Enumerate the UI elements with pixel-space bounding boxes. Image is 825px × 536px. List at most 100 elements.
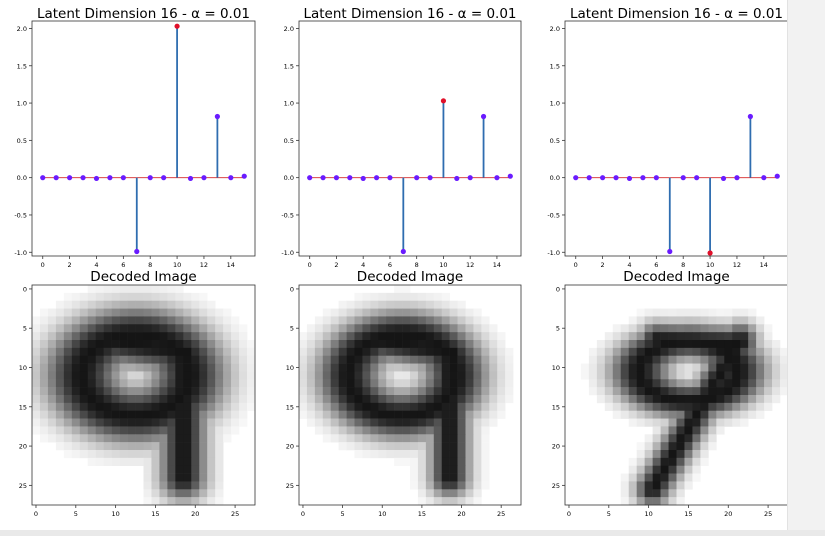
pixel: [151, 324, 160, 333]
pixel: [481, 324, 490, 333]
pixel: [239, 347, 248, 357]
pixel: [231, 402, 240, 412]
pixel: [87, 324, 97, 333]
pixel: [433, 497, 443, 506]
pixel: [346, 434, 355, 443]
pixel: [433, 426, 443, 435]
pixel: [362, 418, 371, 427]
pixel: [167, 292, 176, 302]
pixel: [79, 347, 89, 357]
pixel: [47, 379, 57, 388]
pixel: [119, 395, 128, 404]
pixel: [505, 355, 514, 364]
pixel: [199, 457, 208, 467]
pixel: [441, 442, 450, 451]
pixel: [700, 395, 709, 404]
pixel: [441, 395, 450, 404]
pixel: [394, 457, 403, 467]
pixel: [644, 450, 653, 459]
y-tick-label: 15: [286, 403, 294, 411]
x-tick-label: 10: [111, 510, 119, 518]
pixel: [497, 379, 506, 388]
pixel: [668, 355, 677, 364]
pixel: [143, 457, 152, 467]
pixel: [346, 442, 355, 451]
pixel: [386, 402, 395, 412]
pixel: [644, 316, 653, 325]
x-tick-label: 10: [644, 510, 652, 518]
pixel: [644, 324, 653, 333]
pixel: [386, 387, 395, 396]
pixel: [159, 292, 168, 302]
pixel: [748, 395, 757, 404]
pixel: [135, 387, 144, 396]
pixel: [473, 442, 482, 451]
pixel: [628, 324, 637, 333]
pixel: [207, 395, 216, 404]
pixel: [159, 363, 168, 372]
pixel: [167, 324, 176, 333]
pixel: [668, 324, 677, 333]
pixel: [71, 308, 81, 317]
pixel: [732, 402, 741, 412]
pixel: [95, 457, 104, 467]
pixel: [716, 316, 725, 325]
pixel: [740, 347, 749, 357]
pixel: [55, 324, 65, 333]
pixel: [247, 387, 256, 396]
pixel: [652, 434, 661, 443]
pixel: [143, 426, 152, 435]
pixel: [239, 332, 248, 341]
pixel: [724, 395, 733, 404]
scrollbar-track[interactable]: [787, 0, 825, 536]
pixel: [322, 387, 332, 396]
pixel: [215, 387, 224, 396]
pixel: [378, 340, 387, 349]
pixel: [362, 332, 371, 341]
stem-marker: [653, 175, 659, 181]
pixel: [167, 363, 176, 372]
pixel: [103, 308, 112, 317]
pixel: [362, 363, 371, 372]
pixel: [748, 387, 757, 396]
pixel: [692, 316, 701, 325]
y-tick-label: 1.0: [550, 100, 560, 108]
pixel: [183, 363, 192, 372]
pixel: [199, 371, 208, 380]
pixel: [732, 316, 741, 325]
pixel: [306, 324, 316, 333]
pixel: [716, 363, 725, 372]
pixel: [175, 316, 184, 325]
stem-marker: [360, 175, 366, 182]
pixel: [135, 434, 144, 443]
pixel: [223, 355, 232, 364]
pixel: [135, 426, 144, 435]
pixel: [676, 473, 685, 482]
pixel: [748, 332, 757, 341]
pixel: [167, 340, 176, 349]
pixel: [135, 379, 144, 388]
pixel: [159, 489, 168, 498]
pixel: [354, 442, 363, 451]
pixel: [684, 426, 693, 435]
pixel: [716, 347, 725, 357]
pixel: [708, 332, 717, 341]
pixel: [668, 387, 677, 396]
x-tick-label: 15: [684, 510, 692, 518]
horizontal-scrollbar[interactable]: [0, 530, 825, 536]
pixel: [692, 387, 701, 396]
pixel: [346, 379, 355, 388]
pixel: [111, 363, 120, 372]
pixel: [32, 387, 41, 396]
pixel: [39, 316, 49, 325]
pixel: [71, 434, 81, 443]
pixel: [215, 457, 224, 467]
pixel: [652, 457, 661, 467]
pixel: [119, 292, 128, 302]
pixel: [748, 340, 757, 349]
pixel: [441, 308, 450, 317]
pixel: [322, 316, 332, 325]
pixel: [708, 379, 717, 388]
pixel: [740, 324, 749, 333]
pixel: [481, 355, 490, 364]
